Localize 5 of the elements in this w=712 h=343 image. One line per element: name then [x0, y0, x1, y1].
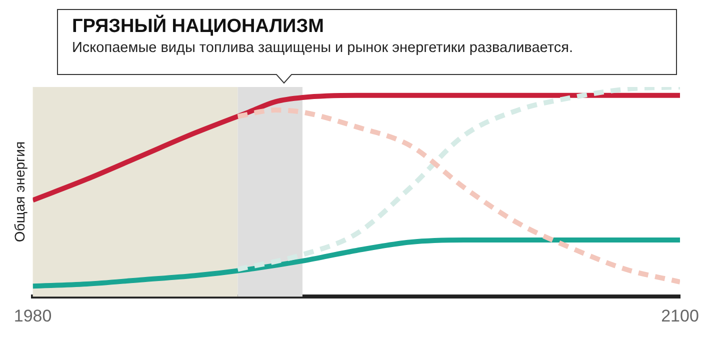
x-tick-label: 2100 — [661, 306, 699, 326]
x-tick-label: 1980 — [14, 306, 52, 326]
y-axis-title: Общая энергия — [11, 141, 28, 242]
chart-title: ГРЯЗНЫЙ НАЦИОНАЛИЗМ — [72, 16, 325, 38]
chart-subtitle: Ископаемые виды топлива защищены и рынок энергетики разваливается. — [72, 40, 574, 56]
